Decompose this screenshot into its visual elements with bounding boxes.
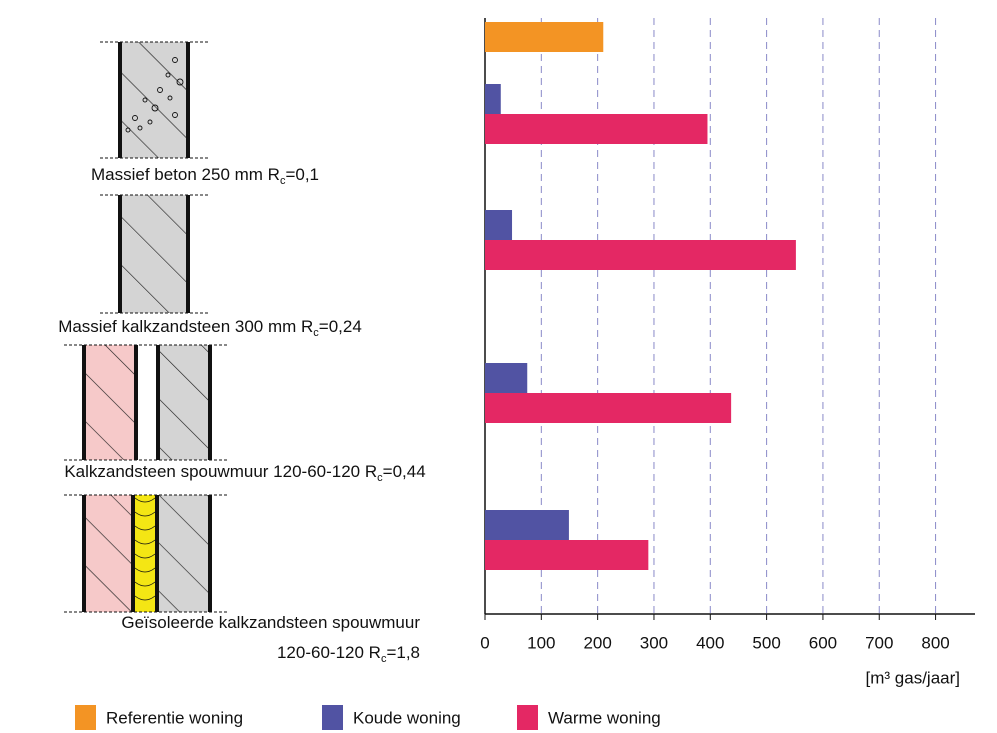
x-axis-label: [m³ gas/jaar]	[866, 668, 960, 687]
category-label: Massief beton 250 mm Rc=0,1	[90, 165, 320, 187]
x-tick-label: 100	[527, 633, 555, 652]
x-tick-label: 800	[921, 633, 949, 652]
category-label: Kalkzandsteen spouwmuur 120-60-120 Rc=0,…	[64, 462, 426, 484]
legend-swatch	[517, 705, 538, 730]
legend-swatch	[322, 705, 343, 730]
x-tick-label: 0	[480, 633, 489, 652]
x-tick-label: 300	[640, 633, 668, 652]
legend-label: Koude woning	[353, 708, 461, 727]
x-tick-label: 700	[865, 633, 893, 652]
x-tick-label: 600	[809, 633, 837, 652]
bar	[485, 363, 528, 393]
x-tick-label: 200	[583, 633, 611, 652]
bar	[485, 22, 604, 52]
category-label: Massief kalkzandsteen 300 mm Rc=0,24	[58, 317, 362, 339]
legend-swatch	[75, 705, 96, 730]
bar	[485, 393, 732, 423]
legend-label: Referentie woning	[106, 708, 243, 727]
bar	[485, 84, 501, 114]
legend-label: Warme woning	[548, 708, 661, 727]
category-label: Geïsoleerde kalkzandsteen spouwmuur 120-…	[121, 613, 420, 665]
bar	[485, 240, 796, 270]
bar	[485, 114, 708, 144]
bar	[485, 540, 649, 570]
bar	[485, 510, 569, 540]
x-tick-label: 500	[752, 633, 780, 652]
wall-illustrations	[64, 41, 228, 613]
x-tick-label: 400	[696, 633, 724, 652]
bar	[485, 210, 513, 240]
